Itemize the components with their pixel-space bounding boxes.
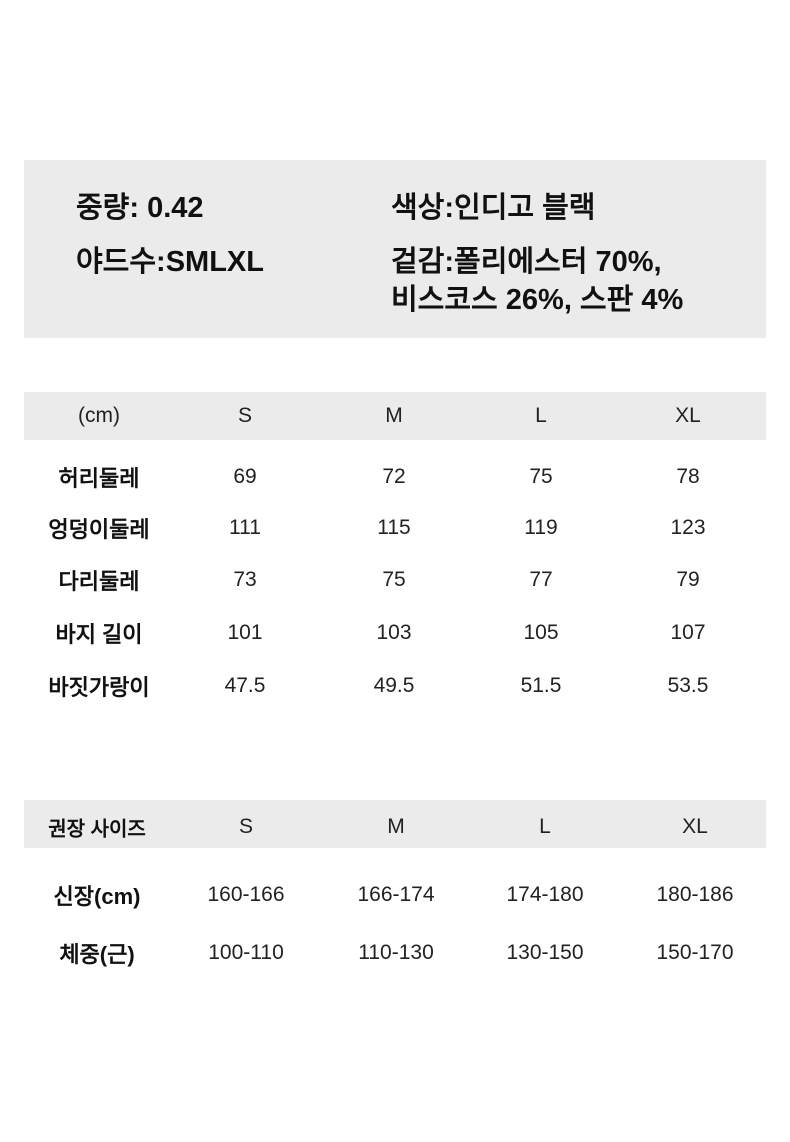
- table-cell: 53.5: [667, 674, 709, 697]
- table-cell: 110-130: [358, 941, 434, 964]
- header-size-xl: XL: [682, 815, 708, 838]
- sizes-text: 야드수:SMLXL: [76, 246, 264, 278]
- table-cell: 79: [676, 568, 700, 591]
- table-cell: 150-170: [656, 941, 734, 964]
- table-cell: 47.5: [224, 674, 266, 697]
- header-size-l: L: [535, 404, 547, 427]
- measurement-table-header: [24, 392, 766, 440]
- table-cell: 174-180: [506, 883, 584, 906]
- header-size-s: S: [238, 815, 254, 838]
- product-info-panel: 중량: 0.42 색상:인디고 블랙 야드수:SMLXL 겉감:폴리에스터 70…: [24, 160, 766, 338]
- header-size-l: L: [539, 815, 551, 838]
- table-cell: 72: [382, 465, 406, 488]
- color-text: 색상:인디고 블랙: [391, 192, 596, 224]
- table-cell: 73: [233, 568, 257, 591]
- row-label: 바짓가랑이: [48, 675, 150, 700]
- table-cell: 103: [376, 621, 412, 644]
- table-cell: 51.5: [520, 674, 562, 697]
- header-size-m: M: [385, 404, 403, 427]
- table-cell: 101: [227, 621, 263, 644]
- header-size-s: S: [237, 404, 253, 427]
- material-text-2: 비스코스 26%, 스판 4%: [391, 284, 684, 316]
- row-label: 다리둘레: [58, 569, 140, 594]
- table-cell: 69: [233, 465, 257, 488]
- table-cell: 160-166: [207, 883, 285, 906]
- row-label: 신장(cm): [53, 884, 141, 909]
- table-cell: 100-110: [208, 941, 284, 964]
- table-cell: 75: [382, 568, 406, 591]
- header-label: 권장 사이즈: [48, 818, 146, 841]
- table-cell: 78: [676, 465, 700, 488]
- table-cell: 75: [529, 465, 553, 488]
- row-label: 바지 길이: [55, 622, 143, 647]
- row-label: 엉덩이둘레: [48, 517, 150, 542]
- table-cell: 180-186: [656, 883, 734, 906]
- table-cell: 123: [670, 516, 706, 539]
- material-text-1: 겉감:폴리에스터 70%,: [391, 246, 662, 278]
- table-cell: 49.5: [373, 674, 415, 697]
- table-cell: 107: [670, 621, 706, 644]
- table-cell: 130-150: [506, 941, 584, 964]
- header-label: (cm): [78, 404, 120, 427]
- weight-text: 중량: 0.42: [76, 192, 204, 224]
- row-label: 허리둘레: [58, 466, 140, 491]
- row-label: 체중(근): [59, 942, 135, 967]
- table-cell: 111: [229, 516, 261, 539]
- table-cell: 105: [523, 621, 559, 644]
- table-cell: 119: [524, 516, 558, 539]
- table-cell: 166-174: [357, 883, 435, 906]
- table-cell: 77: [529, 568, 553, 591]
- header-size-m: M: [387, 815, 405, 838]
- header-size-xl: XL: [675, 404, 701, 427]
- table-cell: 115: [377, 516, 411, 539]
- recommended-table-header: [24, 800, 766, 848]
